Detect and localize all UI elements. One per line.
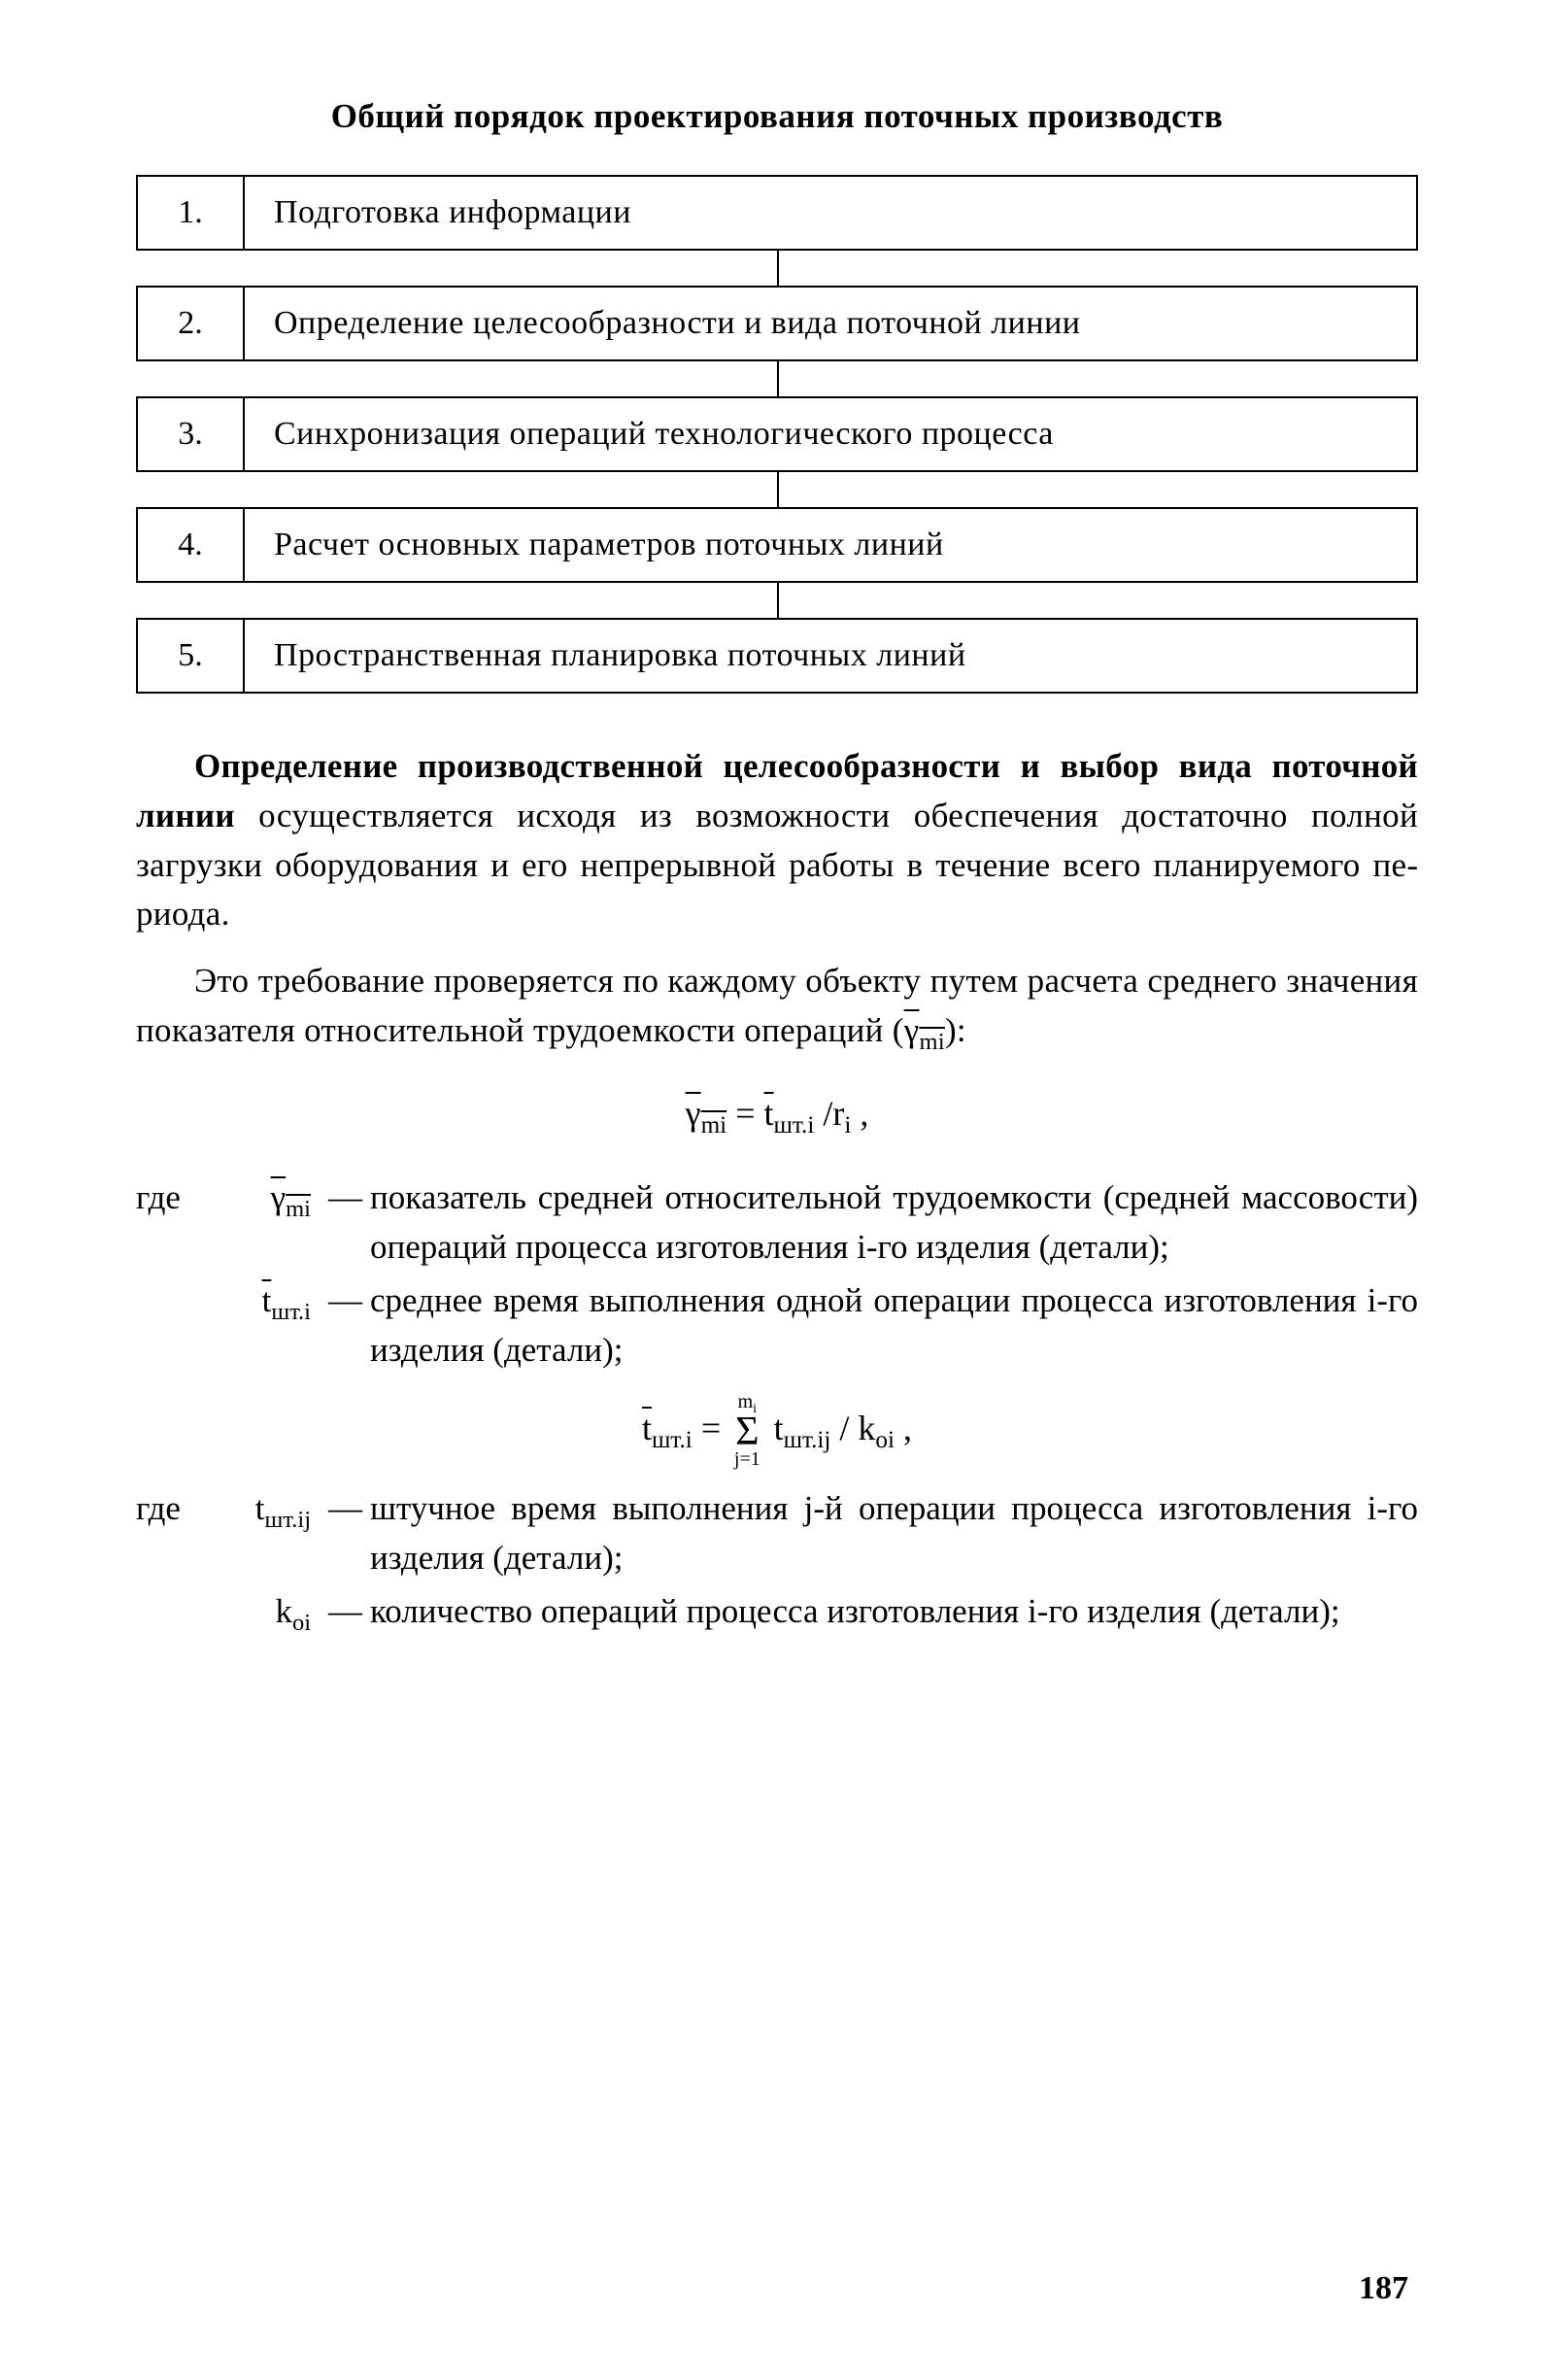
step-row: 3. Синхронизация операций технологическо…: [136, 396, 1418, 472]
def-item: γmi — показатель средней относительной т…: [223, 1173, 1418, 1273]
def-desc: штучное время выполнения j-й операции пр…: [370, 1484, 1418, 1583]
where-label: где: [136, 1173, 223, 1378]
page-number: 187: [1359, 2270, 1408, 2307]
def-symbol: tшт.i: [223, 1276, 321, 1376]
step-num: 4.: [138, 509, 245, 581]
def-block-2: где tшт.ij — штучное время выполнения j-…: [136, 1484, 1418, 1644]
step-row: 2. Определение целесообразности и вида п…: [136, 286, 1418, 361]
def-item: tшт.i — среднее время выполнения одной о…: [223, 1276, 1418, 1376]
gamma-sym: γmi: [904, 1011, 945, 1049]
connector: [136, 361, 1418, 396]
def-desc: среднее время выполнения одной операции …: [370, 1276, 1418, 1376]
page-title: Общий порядок проектирования поточных пр…: [136, 97, 1418, 136]
step-text: Определение целесообразности и вида пото…: [245, 288, 1416, 359]
step-num: 2.: [138, 288, 245, 359]
sigma-icon: miΣj=1: [735, 1409, 759, 1455]
def-desc: показатель средней относительной трудоем…: [370, 1173, 1418, 1273]
def-symbol: tшт.ij: [223, 1484, 321, 1583]
dash: —: [321, 1484, 370, 1583]
connector: [136, 251, 1418, 286]
paragraph-1: Определение производственной целесообраз…: [136, 742, 1418, 939]
step-num: 3.: [138, 398, 245, 470]
dash: —: [321, 1587, 370, 1641]
def-block-1: где γmi — показатель средней относительн…: [136, 1173, 1418, 1378]
dash: —: [321, 1173, 370, 1273]
def-desc: количество операций процесса изготовлени…: [370, 1587, 1418, 1641]
step-text: Пространственная планировка поточных лин…: [245, 620, 1416, 692]
def-symbol: γmi: [223, 1173, 321, 1273]
connector: [136, 472, 1418, 507]
para1-rest: осуществляется исходя из возможнос­ти об…: [136, 797, 1418, 934]
step-num: 5.: [138, 620, 245, 692]
step-row: 1. Подготовка информации: [136, 175, 1418, 251]
def-item: koi — количество операций процесса изгот…: [223, 1587, 1418, 1641]
dash: —: [321, 1276, 370, 1376]
para2a: Это требование проверяется по каждому об…: [136, 962, 1418, 1049]
def-symbol: koi: [223, 1587, 321, 1641]
step-text: Синхронизация операций технологического …: [245, 398, 1416, 470]
para2b: ):: [945, 1011, 966, 1049]
step-num: 1.: [138, 177, 245, 249]
paragraph-2: Это требование проверяется по каждому об…: [136, 957, 1418, 1059]
steps-table: 1. Подготовка информации 2. Определение …: [136, 175, 1418, 694]
step-row: 4. Расчет основных параметров поточных л…: [136, 507, 1418, 583]
where-label: где: [136, 1484, 223, 1644]
step-text: Расчет основных параметров поточных лини…: [245, 509, 1416, 581]
formula-2: tшт.i = miΣj=1 tшт.ij / koi ,: [136, 1408, 1418, 1455]
step-row: 5. Пространственная планировка поточных …: [136, 618, 1418, 694]
def-list: tшт.ij — штучное время выполнения j-й оп…: [223, 1484, 1418, 1644]
connector: [136, 583, 1418, 618]
def-item: tшт.ij — штучное время выполнения j-й оп…: [223, 1484, 1418, 1583]
def-list: γmi — показатель средней относительной т…: [223, 1173, 1418, 1378]
step-text: Подготовка информации: [245, 177, 1416, 249]
formula-1: γmi = tшт.i /ri ,: [136, 1093, 1418, 1139]
